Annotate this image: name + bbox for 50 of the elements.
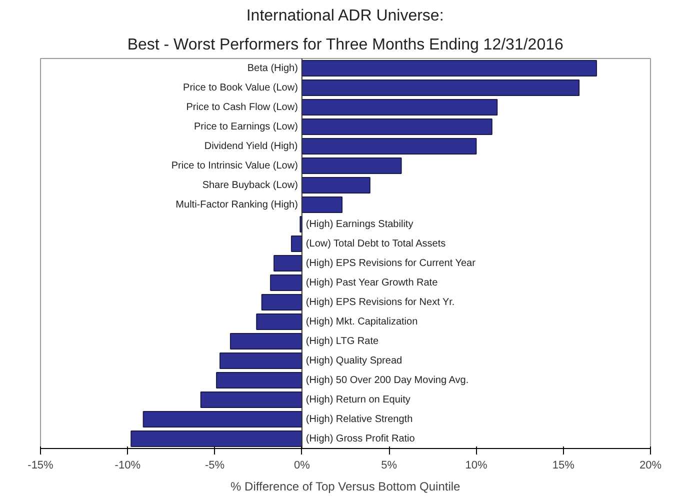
x-tick-label: 0% [294,460,310,472]
bar [301,157,402,174]
x-tick-label: -5% [205,460,225,472]
y-tick-label: Multi-Factor Ranking (High) [176,199,298,210]
y-tick-label: Dividend Yield (High) [204,140,298,152]
y-tick-label: (High) LTG Rate [306,336,379,347]
bar [230,332,302,350]
chart-subtitle: Best - Worst Performers for Three Months Ending 12/31/2016 [127,36,564,54]
y-tick-label: (High) Earnings Stability [306,218,414,230]
x-tick-label: 15% [552,460,575,472]
x-tick-label: -10% [114,460,141,472]
y-tick-label: (High) Gross Profit Ratio [306,433,416,444]
bar [301,118,492,136]
bar [301,98,498,116]
y-tick-label: Price to Earnings (Low) [194,121,298,132]
bar [256,313,302,330]
chart-title: International ADR Universe: [246,8,444,24]
bar [301,79,580,96]
y-tick-label: Share Buyback (Low) [202,180,298,191]
y-tick-label: (High) Mkt. Capitalization [306,316,418,328]
bar [274,254,302,272]
y-tick-label: Price to Book Value (Low) [183,82,298,94]
bar [301,138,477,155]
y-tick-label: Price to Intrinsic Value (Low) [171,160,298,172]
bar [290,235,302,252]
bar [220,352,302,370]
y-tick-label: (High) Return on Equity [306,394,410,406]
x-tick-label: -15% [28,460,54,472]
y-tick-label: (Low) Total Debt to Total Assets [306,238,446,250]
bar [200,391,302,408]
x-axis-title: % Difference of Top Versus Bottom Quintile [230,480,461,494]
bar [216,372,302,389]
x-tick-label: 10% [465,460,488,472]
bar [261,294,302,311]
x-tick-label: 20% [639,460,662,472]
bar [130,430,302,448]
x-tick-label: 5% [381,460,398,472]
bar [301,196,343,214]
y-tick-label: (High) Relative Strength [306,414,413,425]
bar [301,176,370,194]
y-tick-label: Beta (High) [247,62,298,74]
bar [142,410,302,428]
bar [301,60,597,77]
y-tick-label: (High) Past Year Growth Rate [306,277,438,288]
y-tick-label: (High) EPS Revisions for Next Yr. [306,296,455,308]
y-tick-label: (High) 50 Over 200 Day Moving Avg. [306,374,469,386]
bar [270,274,302,292]
y-tick-label: Price to Cash Flow (Low) [186,102,298,113]
y-tick-label: (High) Quality Spread [306,355,402,366]
y-tick-label: (High) EPS Revisions for Current Year [306,258,476,269]
